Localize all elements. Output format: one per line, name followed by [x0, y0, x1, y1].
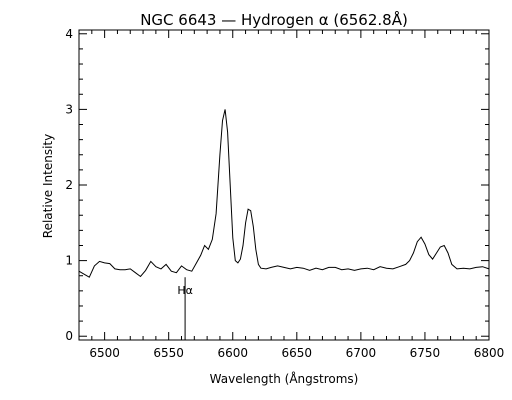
x-tick-label: 6600 — [217, 346, 248, 360]
chart-title: NGC 6643 — Hydrogen α (6562.8Å) — [140, 10, 408, 29]
y-axis-label: Relative Intensity — [41, 134, 55, 238]
x-tick-label: 6750 — [410, 346, 441, 360]
spectrum-line — [78, 109, 490, 278]
y-axis: 0 1 2 3 4 — [65, 27, 489, 343]
x-axis: 6500 6550 6600 6650 6700 6750 6800 — [78, 30, 505, 360]
y-tick-label: 2 — [65, 178, 73, 192]
plot-frame — [78, 29, 490, 341]
x-axis-label: Wavelength (Ångstroms) — [210, 371, 359, 386]
x-tick-label: 6500 — [89, 346, 120, 360]
y-tick-label: 0 — [65, 329, 73, 343]
y-tick-label: 1 — [65, 254, 73, 268]
y-tick-label: 4 — [65, 27, 73, 41]
h-alpha-label: Hα — [177, 284, 193, 297]
x-tick-label: 6550 — [153, 346, 184, 360]
x-tick-label: 6650 — [282, 346, 313, 360]
y-tick-label: 3 — [65, 102, 73, 116]
x-tick-label: 6700 — [346, 346, 377, 360]
x-tick-label: 6800 — [474, 346, 505, 360]
